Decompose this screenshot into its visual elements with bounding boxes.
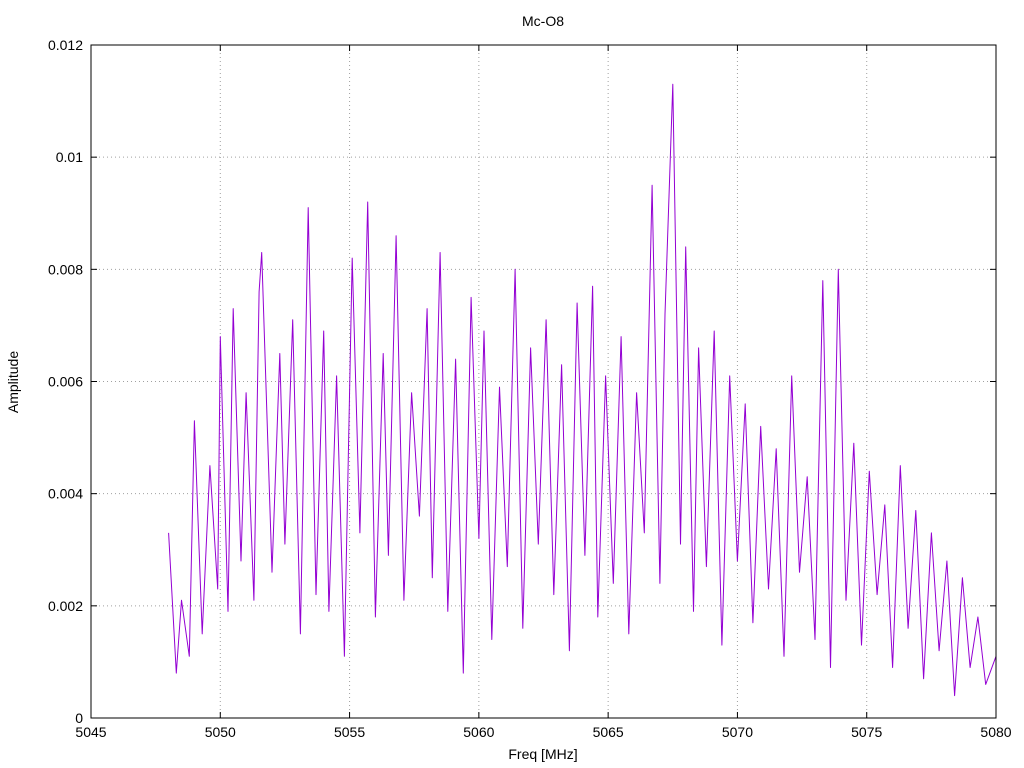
x-tick-label: 5055 — [334, 724, 365, 740]
chart-title: Mc-O8 — [522, 13, 564, 29]
y-tick-label: 0.008 — [48, 261, 83, 277]
x-tick-label: 5065 — [593, 724, 624, 740]
tick-marks — [90, 44, 997, 719]
y-axis-label: Amplitude — [5, 351, 21, 413]
series-line — [168, 83, 997, 697]
x-tick-label: 5050 — [205, 724, 236, 740]
series-layer — [168, 83, 997, 697]
y-tick-label: 0.006 — [48, 374, 83, 390]
x-tick-label: 5060 — [463, 724, 494, 740]
y-tick-labels: 0 0.002 0.004 0.006 0.008 0.01 0.012 — [48, 37, 83, 726]
x-axis-label: Freq [MHz] — [508, 746, 577, 762]
y-tick-label: 0.002 — [48, 598, 83, 614]
y-tick-label: 0 — [75, 710, 83, 726]
x-tick-label: 5070 — [722, 724, 753, 740]
y-tick-label: 0.01 — [56, 149, 83, 165]
x-tick-label: 5080 — [980, 724, 1011, 740]
x-tick-labels: 5045 5050 5055 5060 5065 5070 5075 5080 — [75, 724, 1011, 740]
y-tick-label: 0.004 — [48, 486, 83, 502]
x-tick-label: 5045 — [75, 724, 106, 740]
x-tick-label: 5075 — [851, 724, 882, 740]
y-tick-label: 0.012 — [48, 37, 83, 53]
